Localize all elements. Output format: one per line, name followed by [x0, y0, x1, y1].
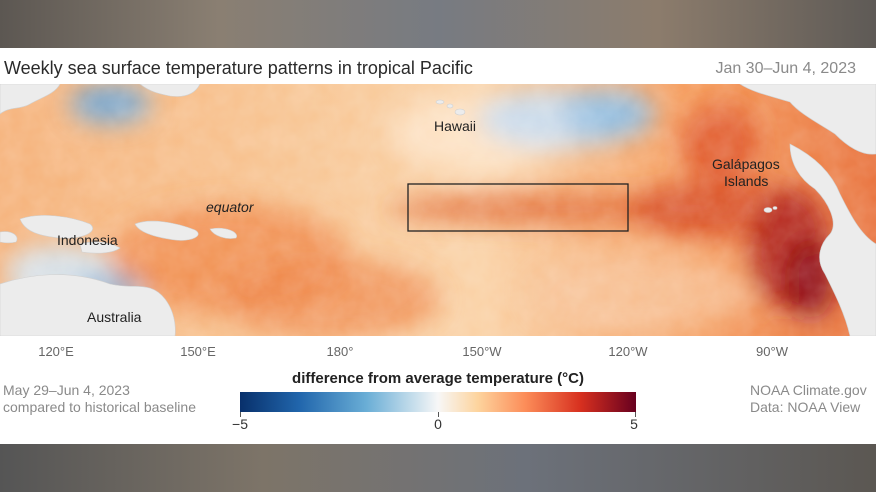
legend-max: 5 — [630, 416, 638, 432]
map-card: Weekly sea surface temperature patterns … — [0, 48, 876, 444]
label-indonesia: Indonesia — [57, 232, 118, 248]
date-range: Jan 30–Jun 4, 2023 — [715, 60, 856, 77]
data-source-label: Data: NOAA View — [750, 399, 861, 415]
label-hawaii: Hawaii — [434, 118, 477, 134]
legend-color-bar — [240, 392, 636, 412]
label-galapagos-line1: Galápagos — [712, 156, 780, 172]
sst-anomaly-map — [0, 84, 876, 336]
legend-tick — [240, 412, 241, 417]
map-title: Weekly sea surface temperature patterns … — [4, 58, 473, 78]
legend-mid: 0 — [434, 416, 442, 432]
label-galapagos-line2: Islands — [724, 173, 769, 189]
credit-label: NOAA Climate.gov — [750, 382, 867, 398]
longitude-tick: 150°E — [180, 344, 216, 359]
week-label: May 29–Jun 4, 2023 — [3, 382, 130, 398]
baseline-label: compared to historical baseline — [3, 399, 196, 415]
legend-title: difference from average temperature (°C) — [292, 370, 584, 387]
blurred-background-bottom — [0, 444, 876, 492]
legend-tick — [438, 412, 439, 417]
legend-tick — [635, 412, 636, 417]
nino-region-box — [407, 183, 629, 232]
legend-min: −5 — [232, 416, 248, 432]
longitude-tick: 120°E — [38, 344, 74, 359]
blurred-background-top — [0, 0, 876, 48]
map-graphic — [0, 84, 876, 336]
label-australia: Australia — [87, 309, 142, 325]
label-equator: equator — [206, 199, 254, 215]
longitude-tick: 150°W — [462, 344, 502, 359]
longitude-tick: 120°W — [608, 344, 648, 359]
longitude-tick: 180° — [326, 344, 354, 359]
longitude-tick: 90°W — [756, 344, 788, 359]
land-masses — [0, 84, 876, 336]
